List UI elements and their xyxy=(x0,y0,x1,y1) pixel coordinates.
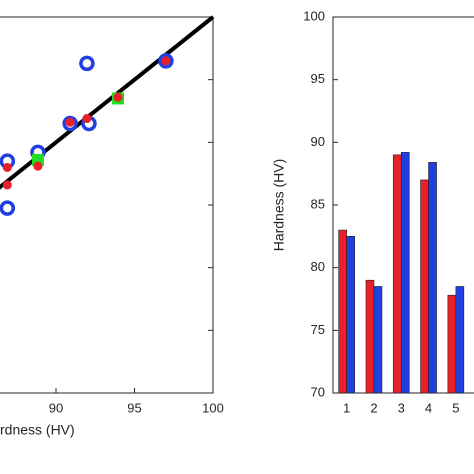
bar xyxy=(338,229,347,394)
x-tick-label: 3 xyxy=(398,400,405,415)
y-tick-label: 70 xyxy=(311,384,325,399)
point xyxy=(161,56,171,66)
bar xyxy=(455,286,465,394)
point xyxy=(2,180,12,190)
y-tick-label: 85 xyxy=(311,196,325,211)
x-axis-label: rdness (HV) xyxy=(0,422,75,438)
y-tick-label: 75 xyxy=(311,322,325,337)
bar xyxy=(428,162,437,394)
y-tick-label: 80 xyxy=(311,259,325,274)
y-axis-label: Hardness (HV) xyxy=(271,159,287,252)
point xyxy=(82,114,92,124)
bar xyxy=(420,179,429,394)
x-tick-label: 1 xyxy=(343,400,350,415)
bar-panel: 70 75 80 85 90 95 100 Hardness (HV) 1 2 3 4 5 xyxy=(271,8,474,415)
point xyxy=(0,200,16,216)
bar xyxy=(392,154,402,394)
fit-line xyxy=(0,15,215,190)
x-tick-label: 100 xyxy=(202,400,224,415)
y-tick-label: 100 xyxy=(303,8,325,23)
point xyxy=(79,55,95,72)
bar xyxy=(447,294,457,394)
x-tick-label: 2 xyxy=(370,400,377,415)
point xyxy=(65,117,75,127)
x-tick-label: 4 xyxy=(425,400,432,415)
x-tick-label: 5 xyxy=(452,400,459,415)
bar xyxy=(400,152,410,394)
y-tick-label: 90 xyxy=(311,134,325,149)
scatter-panel: 90 95 100 rdness (HV) xyxy=(0,15,224,438)
axes-frame xyxy=(0,16,214,394)
x-tick-label: 95 xyxy=(127,400,141,415)
bar xyxy=(365,279,375,394)
y-tick-label: 95 xyxy=(311,71,325,86)
point xyxy=(33,161,43,171)
point xyxy=(2,162,12,172)
x-tick-label: 90 xyxy=(49,400,63,415)
bar xyxy=(346,236,355,394)
bar xyxy=(373,286,383,394)
point xyxy=(113,92,123,102)
